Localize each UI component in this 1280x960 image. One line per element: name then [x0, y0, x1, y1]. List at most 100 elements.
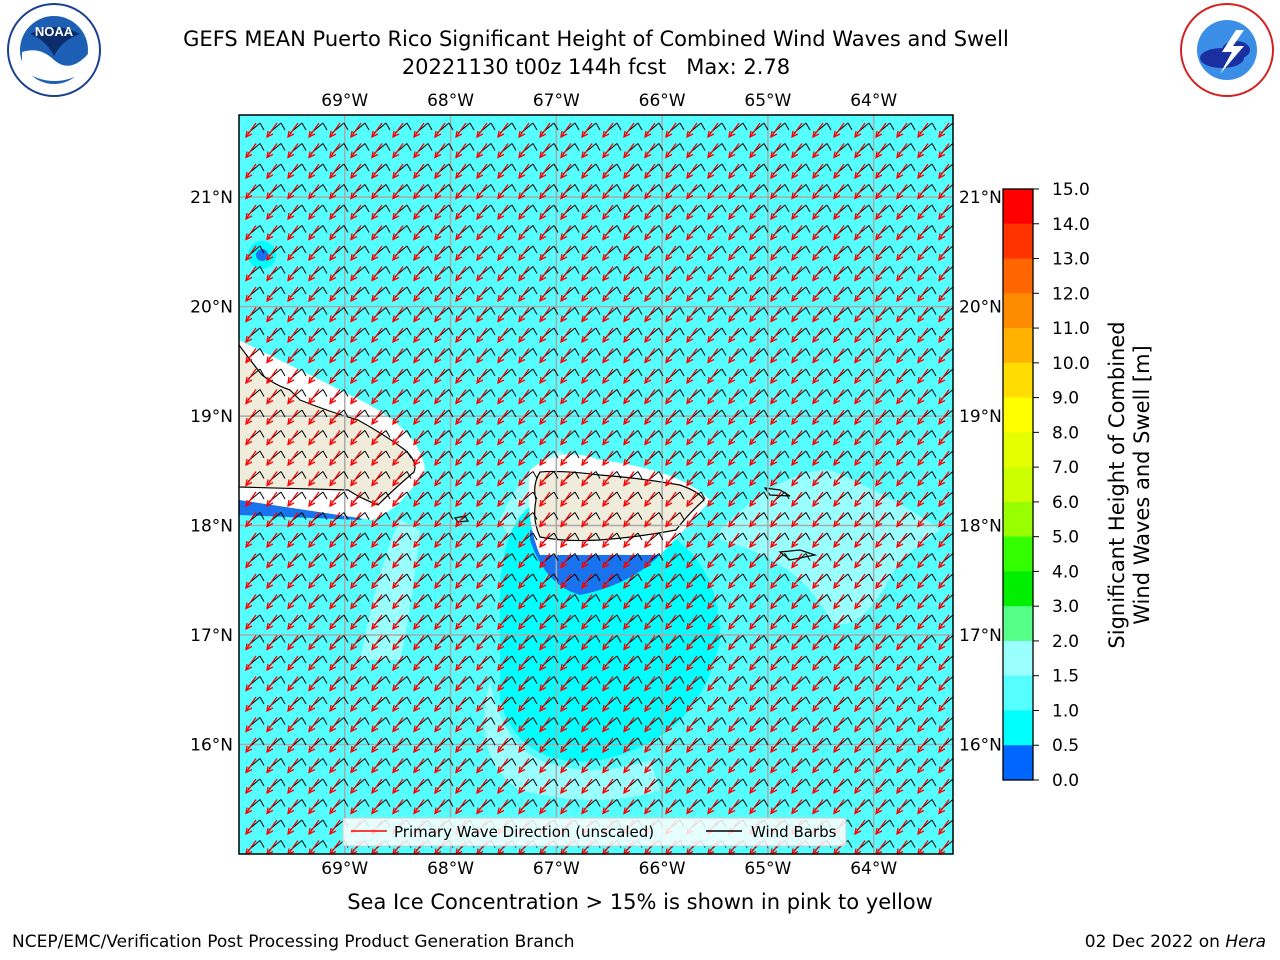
wave-arrow [287, 737, 299, 753]
wave-arrow [896, 327, 908, 343]
wave-arrow-head [686, 233, 694, 241]
wind-barb-flag [805, 368, 811, 377]
wind-barb-flag [910, 553, 916, 561]
wave-arrow-head [812, 786, 820, 795]
wind-barb-flag [595, 245, 601, 254]
wind-barb-flag [700, 594, 706, 602]
wave-arrow [812, 635, 824, 650]
wave-arrow-head [455, 376, 463, 385]
wave-arrow-head [518, 130, 526, 139]
wave-arrow-head [497, 438, 505, 446]
wave-arrow-head [686, 479, 694, 487]
wave-arrow [728, 491, 740, 507]
wind-barb-flag [364, 430, 370, 438]
wind-barb-flag [280, 491, 286, 500]
wind-barb-flag [490, 286, 496, 295]
wave-arrow-head [917, 622, 925, 631]
wave-arrow [602, 717, 614, 732]
wave-arrow-head [602, 335, 610, 344]
wind-barb-flag [343, 696, 349, 705]
wind-barb-flag [406, 471, 412, 479]
wind-barb-flag [805, 266, 811, 274]
wave-arrow [833, 245, 845, 261]
wave-arrow [917, 758, 929, 773]
wave-arrow-head [434, 786, 442, 795]
wind-barb-flag [364, 676, 370, 684]
wind-barb-flag [469, 184, 475, 192]
wind-barb-flag [574, 758, 580, 766]
wind-barb-flag [385, 430, 391, 438]
wave-arrow [602, 286, 614, 302]
wave-arrow-head [854, 233, 862, 241]
wave-arrow [854, 348, 866, 363]
wave-arrow [896, 471, 908, 486]
wave-arrow [602, 184, 614, 199]
wave-arrow [707, 594, 719, 609]
wave-arrow-head [833, 397, 841, 405]
wave-arrow [770, 143, 782, 158]
wave-arrow [644, 676, 656, 691]
wave-arrow [518, 758, 530, 773]
wave-arrow-head [392, 561, 400, 569]
wind-barb-flag [385, 532, 391, 541]
wave-arrow-head [581, 294, 589, 303]
wave-arrow [749, 163, 761, 179]
wave-arrow-head [896, 663, 904, 672]
wave-arrow [371, 122, 383, 138]
wave-arrow-head [560, 602, 568, 610]
wind-barb-flag [721, 676, 727, 684]
wind-barb-flag [700, 122, 706, 131]
wave-arrow-head [623, 376, 631, 385]
wave-arrow-head [266, 376, 274, 385]
wave-arrow-head [707, 520, 715, 528]
wave-arrow [392, 758, 404, 773]
wave-arrow [644, 266, 656, 281]
wave-arrow [476, 737, 488, 753]
wave-arrow [329, 819, 341, 835]
wave-arrow-head [371, 192, 379, 200]
wind-barb-flag [700, 204, 706, 213]
wave-arrow [917, 450, 929, 466]
wave-arrow [728, 799, 740, 814]
wave-arrow-head [875, 458, 883, 467]
wave-arrow [665, 491, 677, 507]
wave-arrow [938, 737, 950, 753]
wave-arrow-head [413, 643, 421, 651]
wave-arrow [770, 471, 782, 486]
wave-arrow-head [497, 499, 505, 508]
wave-arrow [518, 655, 530, 671]
wave-arrow-head [749, 602, 757, 610]
wind-barb-flag [469, 635, 475, 643]
wind-barb-flag [721, 348, 727, 356]
wind-barb-flag [469, 389, 475, 397]
wave-arrow-head [308, 807, 316, 815]
wind-barb-flag [910, 430, 916, 438]
wave-arrow [749, 184, 761, 199]
wave-arrow-head [791, 356, 799, 364]
wind-barb-flag [805, 799, 811, 807]
wave-arrow-head [245, 561, 253, 569]
wind-barb-flag [427, 163, 433, 172]
lat-labels-right: 21°N20°N19°N18°N17°N16°N [959, 188, 1002, 755]
wave-arrow [308, 143, 320, 158]
wave-arrow-head [455, 212, 463, 221]
wind-barb-flag [511, 430, 517, 438]
wind-barb-flag [910, 471, 916, 479]
wave-arrow [644, 409, 656, 425]
wave-arrow-head [329, 827, 337, 836]
wave-arrow [644, 799, 656, 814]
wave-arrow [560, 532, 572, 548]
wave-arrow-head [266, 253, 274, 262]
wave-arrow-head [707, 602, 715, 610]
wave-arrow [350, 676, 362, 691]
wave-arrow [455, 450, 467, 466]
wind-barb-flag [910, 573, 916, 582]
wave-arrow-head [749, 622, 757, 631]
wind-barb-flag [847, 676, 853, 684]
wave-arrow [329, 717, 341, 732]
wave-arrow-head [350, 499, 358, 508]
wind-barb-flag [406, 122, 412, 131]
wave-arrow [308, 696, 320, 712]
wave-arrow-head [434, 212, 442, 221]
wind-barb-flag [322, 204, 328, 213]
